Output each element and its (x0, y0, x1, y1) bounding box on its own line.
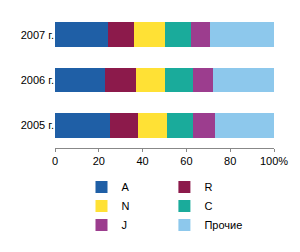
svg-text:0: 0 (52, 155, 58, 167)
svg-text:40: 40 (136, 155, 148, 167)
svg-text:80: 80 (224, 155, 236, 167)
svg-text:2006 г.: 2006 г. (21, 74, 54, 86)
svg-text:N: N (122, 200, 130, 212)
svg-text:J: J (122, 219, 128, 231)
svg-text:A: A (122, 181, 130, 193)
svg-text:Прочие: Прочие (204, 219, 242, 231)
svg-text:2007 г.: 2007 г. (21, 29, 54, 41)
svg-text:100%: 100% (260, 155, 288, 167)
svg-text:20: 20 (93, 155, 105, 167)
svg-text:R: R (204, 181, 212, 193)
svg-text:60: 60 (180, 155, 192, 167)
svg-text:2005 г.: 2005 г. (21, 119, 54, 131)
svg-text:C: C (204, 200, 212, 212)
